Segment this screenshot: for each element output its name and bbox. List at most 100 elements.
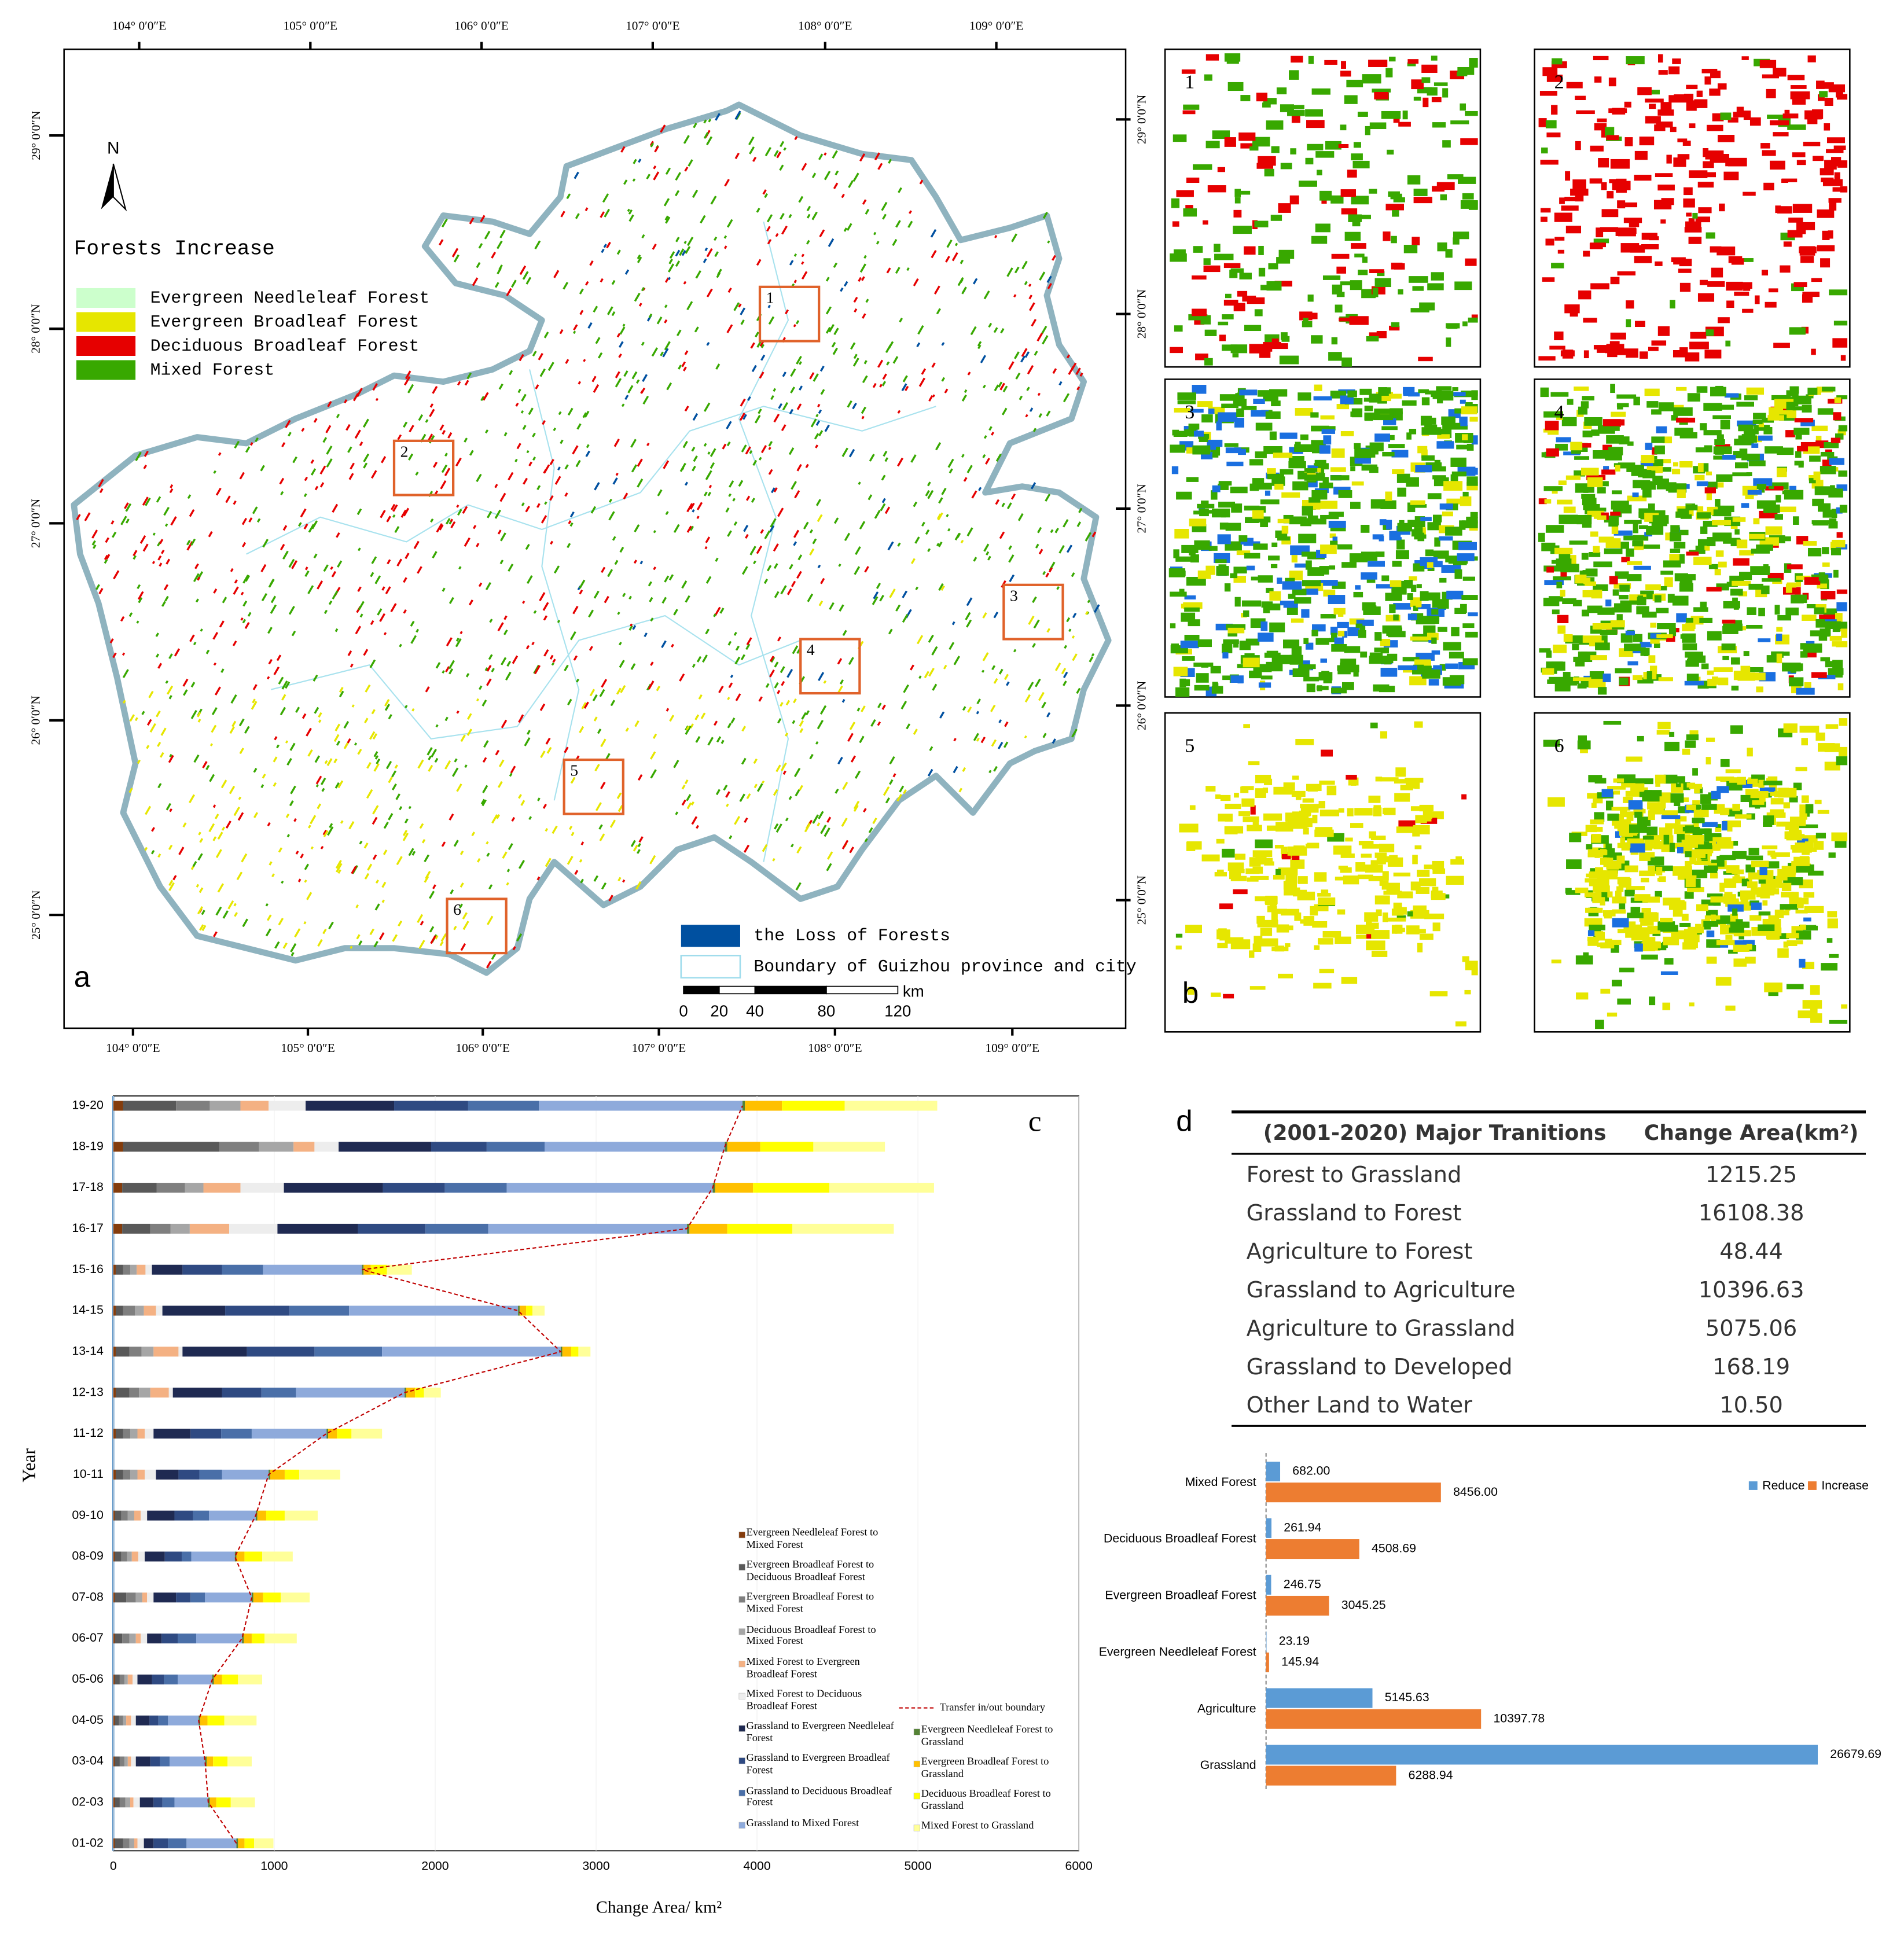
- forest-patch: [615, 378, 622, 388]
- forest-patch: [1807, 55, 1816, 62]
- forest-patch: [1089, 656, 1094, 663]
- forest-patch: [1649, 996, 1656, 1006]
- forest-patch: [1467, 468, 1478, 475]
- forest-patch: [760, 445, 767, 454]
- forest-patch: [1461, 595, 1478, 600]
- y-tick-label: 05-06: [72, 1672, 103, 1686]
- forest-patch: [1804, 906, 1824, 913]
- forest-patch: [1733, 601, 1739, 610]
- forest-patch: [1710, 872, 1718, 879]
- forest-patch: [733, 631, 737, 636]
- forest-patch: [622, 593, 626, 597]
- forest-patch: [1265, 490, 1271, 496]
- scale-unit: km: [903, 983, 924, 1000]
- forest-patch: [949, 468, 953, 474]
- bar-segment: [119, 1715, 123, 1726]
- forest-patch: [637, 843, 641, 848]
- forest-patch: [1640, 647, 1646, 656]
- forest-patch: [1617, 877, 1630, 885]
- forest-patch: [343, 742, 349, 749]
- forest-patch: [1803, 917, 1811, 922]
- forest-patch: [723, 235, 727, 239]
- forest-patch: [498, 759, 505, 767]
- forest-patch: [801, 261, 804, 265]
- forest-patch: [1068, 628, 1072, 632]
- forest-patch: [794, 135, 798, 141]
- forest-patch: [1748, 460, 1766, 466]
- forest-patch: [1707, 481, 1718, 489]
- forest-patch: [582, 412, 587, 418]
- forest-patch: [1424, 417, 1436, 425]
- legend-label: Mixed Forest to Deciduous Broadleaf Fore…: [746, 1688, 862, 1712]
- forest-patch: [1301, 551, 1321, 557]
- forest-patch: [1786, 402, 1796, 411]
- forest-patch: [1765, 446, 1784, 454]
- forest-patch: [163, 584, 169, 591]
- forest-patch: [653, 165, 657, 170]
- forest-patch: [1654, 445, 1665, 455]
- forest-patch: [1543, 428, 1550, 433]
- bar-segment: [113, 1183, 123, 1193]
- forest-patch: [1174, 325, 1183, 332]
- forest-patch: [1838, 746, 1848, 757]
- forest-patch: [356, 508, 362, 515]
- forest-patch: [679, 462, 686, 472]
- forest-patch: [864, 566, 869, 573]
- forest-patch: [1554, 212, 1572, 222]
- forest-patch: [1263, 393, 1273, 402]
- bar: [1266, 1539, 1359, 1559]
- forest-patch: [1661, 845, 1675, 852]
- forest-patch: [241, 542, 247, 547]
- forest-patch: [1619, 968, 1635, 973]
- forest-patch: [517, 388, 521, 393]
- forest-patch: [1761, 585, 1770, 594]
- bar-segment: [753, 1183, 830, 1193]
- forest-patch: [1258, 575, 1273, 583]
- forest-patch: [805, 710, 810, 716]
- forest-patch: [1260, 621, 1268, 631]
- forest-patch: [1320, 545, 1337, 554]
- forest-patch: [335, 782, 340, 789]
- forest-patch: [1804, 652, 1817, 658]
- forest-patch: [1637, 677, 1654, 684]
- forest-patch: [1396, 580, 1407, 587]
- forest-patch: [580, 841, 585, 845]
- forest-patch: [1305, 560, 1312, 570]
- forest-patch: [849, 722, 856, 730]
- bar: [1266, 1709, 1482, 1729]
- bar-segment: [216, 1797, 231, 1808]
- forest-patch: [433, 461, 438, 468]
- forest-patch: [653, 530, 656, 534]
- forest-patch: [285, 420, 291, 428]
- forest-patch: [976, 737, 980, 742]
- forest-patch: [1209, 444, 1216, 450]
- forest-patch: [1324, 60, 1337, 65]
- forest-patch: [1838, 425, 1848, 432]
- forest-patch: [84, 512, 91, 521]
- forest-patch: [1658, 70, 1668, 75]
- forest-patch: [1832, 641, 1848, 647]
- bar-segment: [244, 1634, 252, 1644]
- forest-patch: [1249, 986, 1266, 990]
- forest-patch: [579, 579, 586, 589]
- legend-label: Reduce: [1762, 1478, 1804, 1492]
- forest-patch: [1465, 961, 1478, 970]
- forest-patch: [1686, 804, 1696, 811]
- forest-patch: [842, 782, 848, 790]
- forest-patch: [411, 851, 416, 856]
- forest-patch: [1235, 393, 1242, 399]
- forest-patch: [780, 702, 784, 707]
- forest-patch: [1799, 228, 1806, 234]
- forest-patch: [1418, 389, 1429, 393]
- forest-patch: [267, 627, 273, 634]
- forest-patch: [910, 664, 914, 671]
- forest-patch: [1603, 720, 1622, 725]
- forest-patch: [814, 433, 819, 440]
- forest-patch: [819, 705, 827, 715]
- forest-patch: [817, 403, 821, 407]
- forest-patch: [861, 276, 865, 281]
- forest-patch: [252, 698, 256, 704]
- forest-patch: [1431, 609, 1439, 615]
- forest-patch: [1268, 556, 1280, 561]
- forest-patch: [938, 541, 943, 547]
